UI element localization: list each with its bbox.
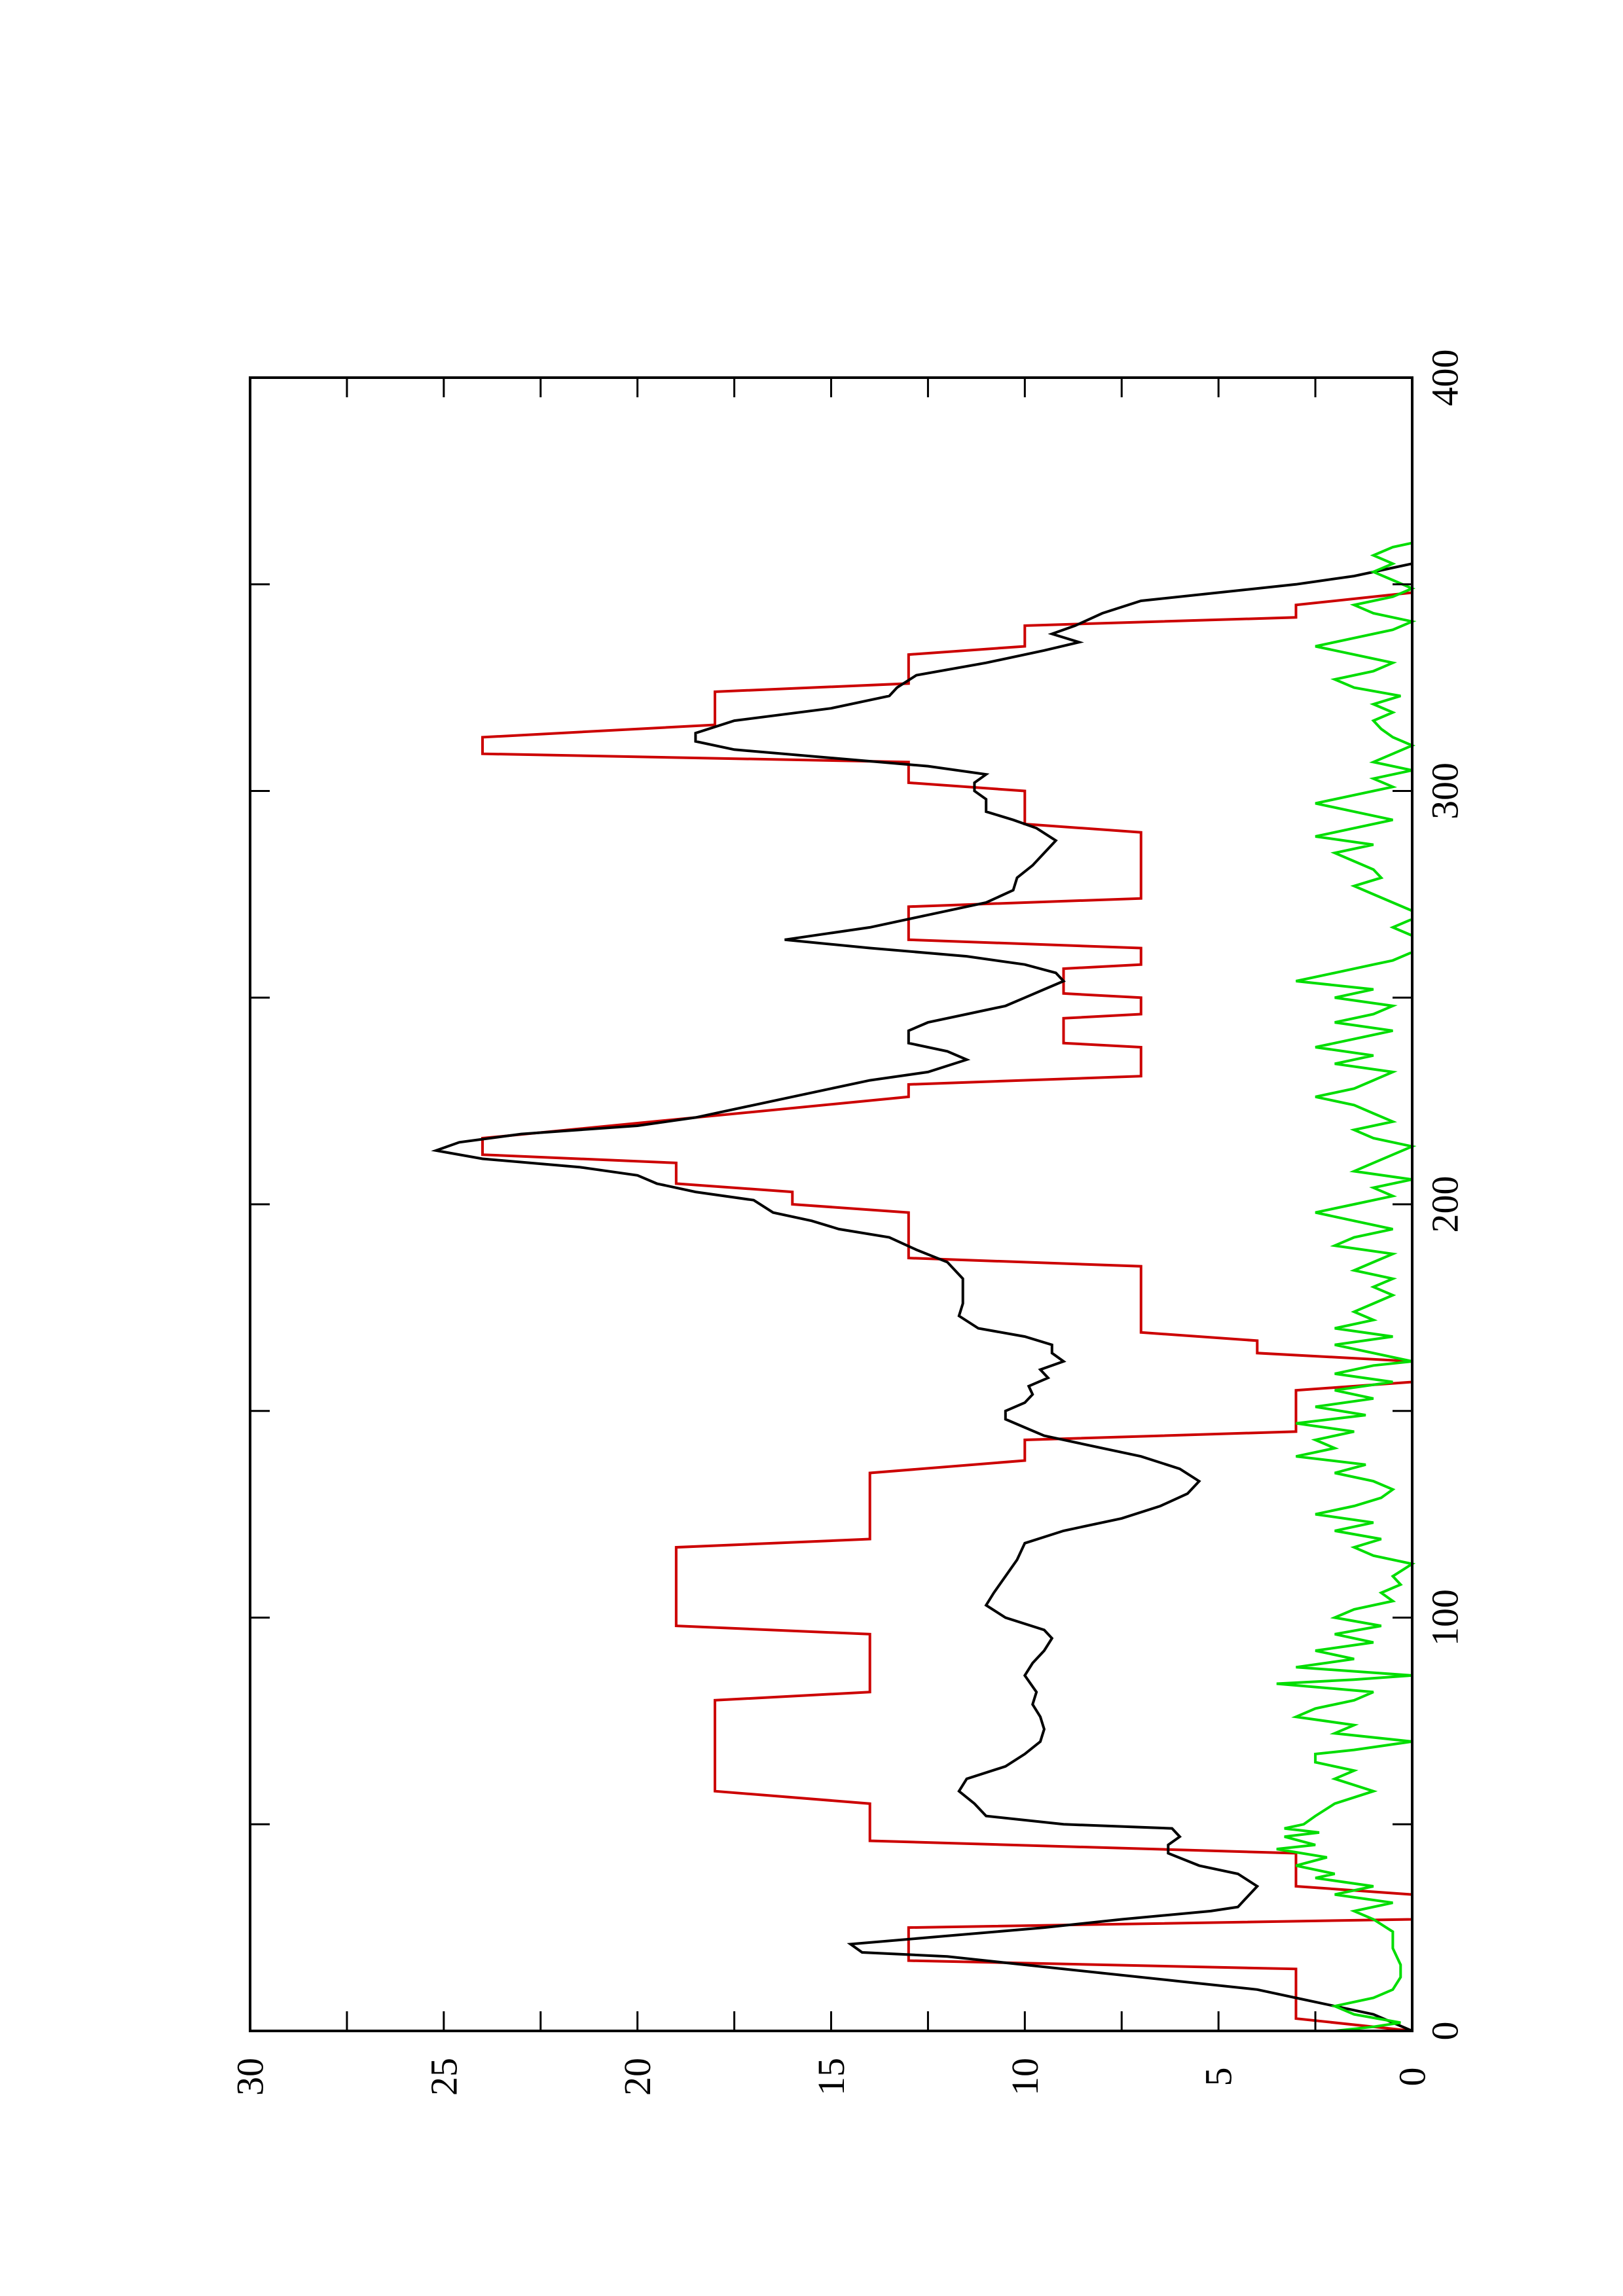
- tick-labels-layer: 0 100 200 300 400 0 5 10 15 20 25 30: [229, 350, 1467, 2096]
- series-layer: [431, 541, 1417, 2032]
- x-tick-label: 0: [1424, 2022, 1467, 2041]
- y-tick-label: 10: [1004, 2058, 1046, 2096]
- ticks-layer: [249, 376, 1413, 2032]
- series-line-3: [1276, 541, 1417, 2032]
- x-tick-label: 300: [1424, 762, 1467, 819]
- y-tick-label: 30: [229, 2058, 272, 2096]
- x-tick-label: 200: [1424, 1176, 1467, 1233]
- y-tick-label: 5: [1197, 2068, 1240, 2087]
- series-line-2: [431, 562, 1413, 2032]
- series-line-1: [481, 543, 1413, 2032]
- y-tick-label: 15: [810, 2058, 852, 2096]
- x-tick-label: 100: [1424, 1589, 1467, 1646]
- y-tick-label: 0: [1391, 2068, 1434, 2087]
- y-tick-label: 25: [422, 2058, 465, 2096]
- x-tick-label: 400: [1424, 350, 1467, 406]
- y-tick-label: 20: [616, 2058, 659, 2096]
- plot-area-frame: [249, 376, 1413, 2032]
